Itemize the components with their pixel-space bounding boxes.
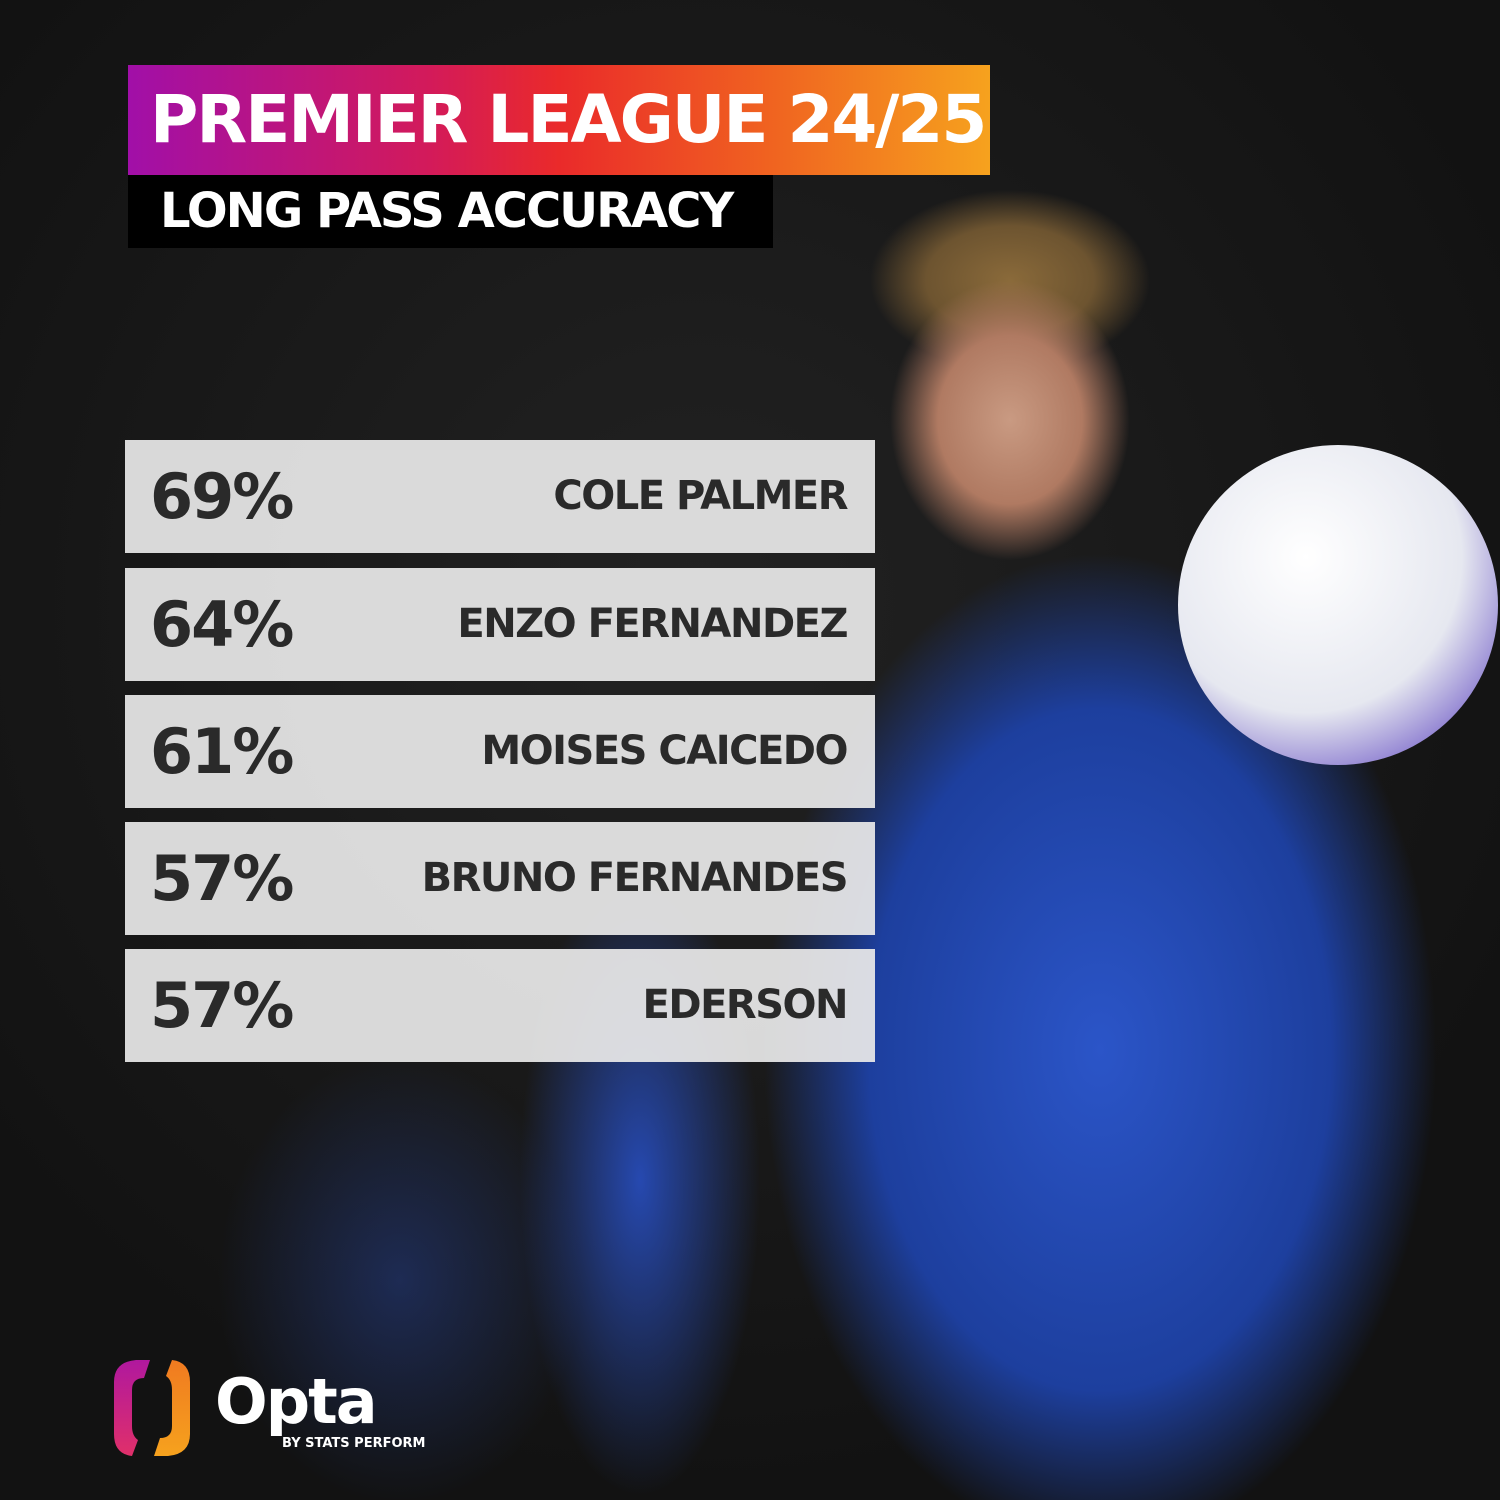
football-image [1178,445,1498,765]
ranking-row: 57% EDERSON [125,949,875,1062]
brand-name: Opta [215,1365,378,1438]
row-player-name: EDERSON [642,982,849,1028]
row-player-name: COLE PALMER [553,473,848,519]
page-subtitle: LONG PASS ACCURACY [128,175,773,248]
opta-logo-icon [114,1360,190,1456]
ranking-row: 69% COLE PALMER [125,440,875,553]
row-value: 64% [150,588,294,661]
ranking-row: 57% BRUNO FERNANDES [125,822,875,935]
row-value: 61% [150,715,294,788]
row-value: 57% [150,842,294,915]
ranking-row: 61% MOISES CAICEDO [125,695,875,808]
row-player-name: MOISES CAICEDO [481,728,848,774]
brand-tagline: BY STATS PERFORM [282,1436,426,1451]
row-value: 69% [150,460,294,533]
page-title: PREMIER LEAGUE 24/25 [128,65,990,175]
row-player-name: ENZO FERNANDEZ [457,601,848,647]
row-value: 57% [150,969,294,1042]
ranking-row: 64% ENZO FERNANDEZ [125,568,875,681]
row-player-name: BRUNO FERNANDES [421,855,849,901]
